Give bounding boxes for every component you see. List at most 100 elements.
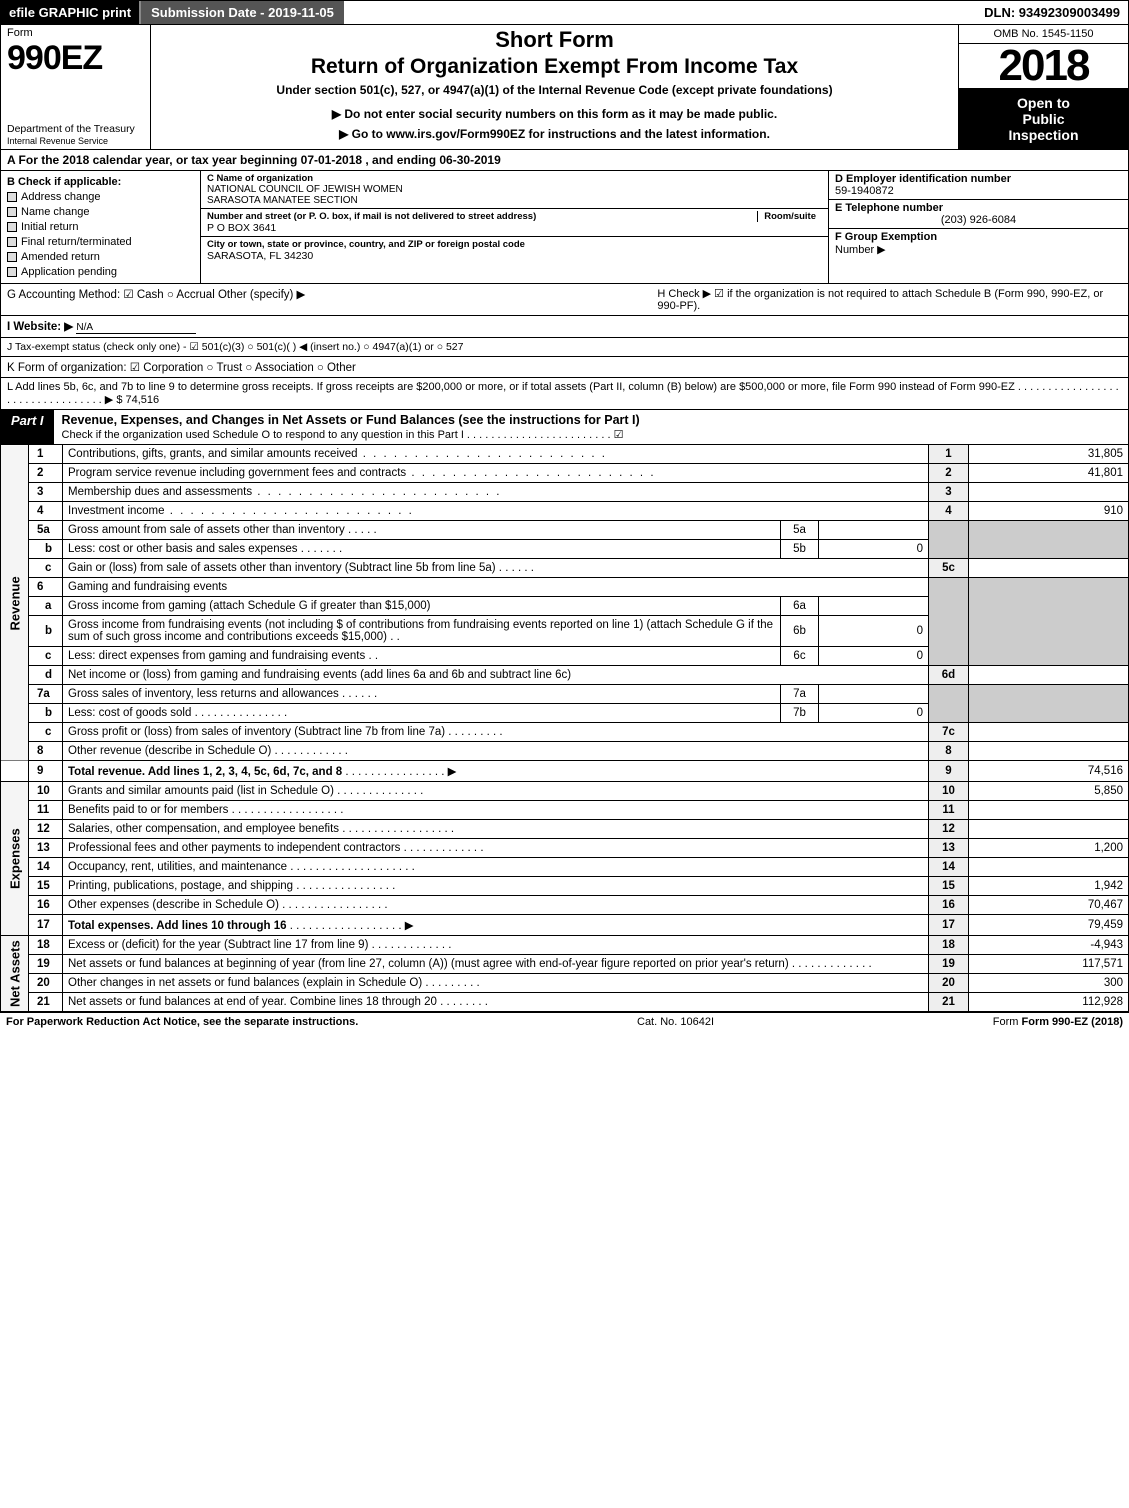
ssn-notice: ▶ Do not enter social security numbers o…: [161, 107, 948, 121]
table-row: cGain or (loss) from sale of assets othe…: [1, 559, 1129, 578]
row-a-taxyear: A For the 2018 calendar year, or tax yea…: [0, 150, 1129, 171]
street-label: Number and street (or P. O. box, if mail…: [207, 211, 536, 222]
ein-row: D Employer identification number 59-1940…: [829, 171, 1128, 200]
header-right: OMB No. 1545-1150 2018 Open to Public In…: [958, 25, 1128, 149]
irs-link[interactable]: ▶ Go to www.irs.gov/Form990EZ for instru…: [161, 127, 948, 141]
row-amount: 31,805: [969, 445, 1129, 464]
check-column: B Check if applicable: Address change Na…: [1, 171, 201, 283]
table-row: 4Investment income 4910: [1, 502, 1129, 521]
line-l: L Add lines 5b, 6c, and 7b to line 9 to …: [0, 378, 1129, 410]
ein-value: 59-1940872: [835, 185, 894, 197]
footer-right: Form Form 990-EZ (2018): [993, 1016, 1123, 1028]
efile-label: efile GRAPHIC print: [1, 1, 139, 24]
table-row: dNet income or (loss) from gaming and fu…: [1, 666, 1129, 685]
dept-text: Department of the Treasury: [7, 123, 135, 135]
form-word: Form: [7, 27, 144, 39]
table-row: 2Program service revenue including gover…: [1, 464, 1129, 483]
check-final[interactable]: Final return/terminated: [7, 236, 194, 248]
submission-date: Submission Date - 2019-11-05: [139, 1, 344, 24]
side-revenue: Revenue: [1, 445, 29, 761]
main-title: Return of Organization Exempt From Incom…: [161, 55, 948, 79]
i-label: I Website: ▶: [7, 321, 73, 333]
table-row: 13Professional fees and other payments t…: [1, 839, 1129, 858]
top-bar: efile GRAPHIC print Submission Date - 20…: [0, 0, 1129, 25]
table-row: cGross profit or (loss) from sales of in…: [1, 723, 1129, 742]
line-i: I Website: ▶ N/A: [0, 316, 1129, 338]
table-row: Net Assets 18Excess or (deficit) for the…: [1, 936, 1129, 955]
city-row: City or town, state or province, country…: [201, 237, 828, 264]
info-block: B Check if applicable: Address change Na…: [0, 171, 1129, 284]
row-linno: 1: [929, 445, 969, 464]
c-label: C Name of organization: [207, 173, 816, 184]
org-name: NATIONAL COUNCIL OF JEWISH WOMEN: [207, 184, 822, 195]
street-value: P O BOX 3641: [207, 222, 822, 234]
form-header: Form 990EZ Department of the Treasury In…: [0, 25, 1129, 150]
group-row: F Group Exemption Number ▶: [829, 229, 1128, 258]
check-address[interactable]: Address change: [7, 191, 194, 203]
footer-mid: Cat. No. 10642I: [637, 1016, 714, 1028]
inspect-line1: Open to: [963, 95, 1124, 111]
part1-bar: Part I Revenue, Expenses, and Changes in…: [0, 410, 1129, 445]
table-row: 5aGross amount from sale of assets other…: [1, 521, 1129, 540]
dln-label: DLN: 93492309003499: [976, 1, 1128, 24]
part1-label: Part I: [1, 410, 54, 444]
tax-year: 2018: [959, 44, 1128, 89]
check-amended[interactable]: Amended return: [7, 251, 194, 263]
right-column: D Employer identification number 59-1940…: [828, 171, 1128, 283]
footer-left: For Paperwork Reduction Act Notice, see …: [6, 1016, 358, 1028]
header-center: Short Form Return of Organization Exempt…: [151, 25, 958, 149]
b-label: B Check if applicable:: [7, 176, 194, 188]
table-row: 7aGross sales of inventory, less returns…: [1, 685, 1129, 704]
check-pending[interactable]: Application pending: [7, 266, 194, 278]
side-netassets: Net Assets: [1, 936, 29, 1012]
table-row: 11Benefits paid to or for members . . . …: [1, 801, 1129, 820]
table-row: 17Total expenses. Add lines 10 through 1…: [1, 915, 1129, 936]
row-num: 1: [29, 445, 63, 464]
org-name-row: C Name of organization NATIONAL COUNCIL …: [201, 171, 828, 209]
g-accounting: G Accounting Method: ☑ Cash ○ Accrual Ot…: [7, 287, 657, 312]
part1-title-text: Revenue, Expenses, and Changes in Net As…: [62, 413, 640, 427]
table-row: 16Other expenses (describe in Schedule O…: [1, 896, 1129, 915]
street-row: Number and street (or P. O. box, if mail…: [201, 209, 828, 237]
check-initial[interactable]: Initial return: [7, 221, 194, 233]
h-check: H Check ▶ ☑ if the organization is not r…: [657, 287, 1122, 312]
city-label: City or town, state or province, country…: [207, 239, 816, 250]
table-row: 14Occupancy, rent, utilities, and mainte…: [1, 858, 1129, 877]
department-label: Department of the Treasury Internal Reve…: [7, 123, 144, 147]
inspect-line3: Inspection: [963, 127, 1124, 143]
website-value: N/A: [76, 322, 196, 334]
d-label: D Employer identification number: [835, 173, 1011, 185]
phone-value: (203) 926-6084: [835, 214, 1122, 226]
org-name2: SARASOTA MANATEE SECTION: [207, 195, 822, 206]
table-row: 21Net assets or fund balances at end of …: [1, 993, 1129, 1012]
spacer: [344, 1, 976, 24]
phone-row: E Telephone number (203) 926-6084: [829, 200, 1128, 229]
irs-text: Internal Revenue Service: [7, 136, 108, 146]
line-g-h: G Accounting Method: ☑ Cash ○ Accrual Ot…: [0, 284, 1129, 316]
table-row: 9Total revenue. Add lines 1, 2, 3, 4, 5c…: [1, 761, 1129, 782]
table-row: 3Membership dues and assessments 3: [1, 483, 1129, 502]
table-row: 15Printing, publications, postage, and s…: [1, 877, 1129, 896]
e-label: E Telephone number: [835, 202, 943, 214]
f-label: F Group Exemption: [835, 231, 937, 243]
inspect-line2: Public: [963, 111, 1124, 127]
table-row: 12Salaries, other compensation, and empl…: [1, 820, 1129, 839]
line-j: J Tax-exempt status (check only one) - ☑…: [0, 338, 1129, 357]
f-label2: Number ▶: [835, 244, 886, 256]
table-row: 8Other revenue (describe in Schedule O) …: [1, 742, 1129, 761]
short-form-title: Short Form: [161, 27, 948, 53]
side-expenses: Expenses: [1, 782, 29, 936]
form-left-block: Form 990EZ Department of the Treasury In…: [1, 25, 151, 149]
table-row: 6Gaming and fundraising events: [1, 578, 1129, 597]
name-column: C Name of organization NATIONAL COUNCIL …: [201, 171, 828, 283]
row-desc: Contributions, gifts, grants, and simila…: [63, 445, 929, 464]
line-k: K Form of organization: ☑ Corporation ○ …: [0, 357, 1129, 378]
part1-check-text: Check if the organization used Schedule …: [62, 429, 624, 441]
part1-title: Revenue, Expenses, and Changes in Net As…: [54, 410, 1128, 444]
room-label: Room/suite: [757, 211, 816, 222]
table-row: Revenue 1 Contributions, gifts, grants, …: [1, 445, 1129, 464]
subtitle: Under section 501(c), 527, or 4947(a)(1)…: [161, 83, 948, 97]
table-row: Expenses 10Grants and similar amounts pa…: [1, 782, 1129, 801]
page-footer: For Paperwork Reduction Act Notice, see …: [0, 1012, 1129, 1031]
check-name[interactable]: Name change: [7, 206, 194, 218]
